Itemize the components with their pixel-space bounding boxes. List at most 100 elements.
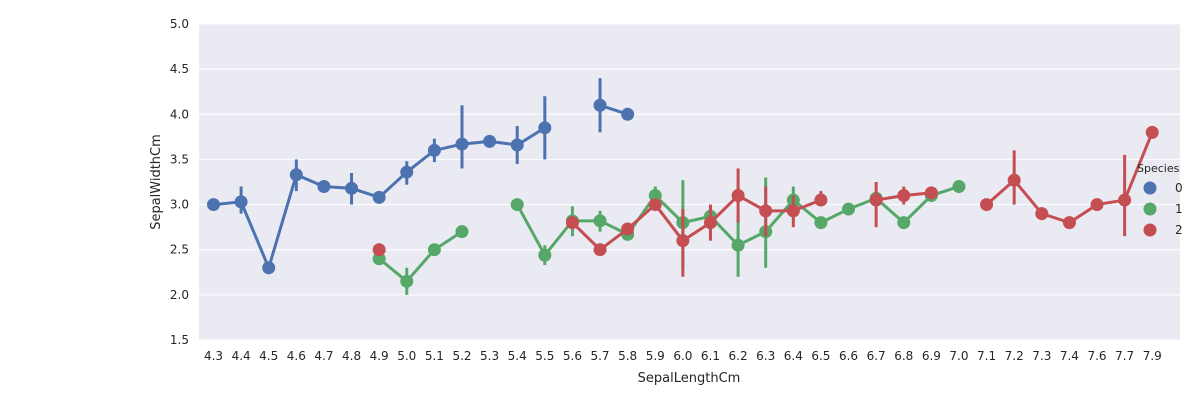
x-tick-label: 6.5	[811, 349, 830, 363]
data-point	[676, 234, 690, 248]
y-tick-label: 1.5	[170, 333, 189, 347]
grid-lines	[199, 23, 1180, 341]
x-tick-label: 6.0	[673, 349, 692, 363]
data-point	[842, 202, 856, 216]
legend-marker-2	[1143, 223, 1157, 237]
data-point	[427, 243, 441, 257]
y-tick-label: 5.0	[170, 17, 189, 31]
y-tick-label: 4.5	[170, 62, 189, 76]
x-tick-label: 4.9	[370, 349, 389, 363]
data-point	[483, 134, 497, 148]
data-point	[869, 193, 883, 207]
x-tick-label: 6.7	[867, 349, 886, 363]
series-0	[207, 78, 635, 275]
data-point	[510, 138, 524, 152]
data-point	[372, 252, 386, 266]
data-point	[1118, 193, 1132, 207]
data-point	[262, 261, 276, 275]
data-point	[207, 198, 220, 212]
data-point	[648, 189, 662, 203]
x-tick-label: 5.6	[563, 349, 582, 363]
data-point	[538, 248, 552, 262]
x-tick-label: 5.9	[646, 349, 665, 363]
legend-label-2: 2	[1175, 223, 1183, 237]
data-point	[731, 189, 745, 203]
data-point	[814, 193, 828, 207]
data-point	[317, 180, 331, 194]
data-point	[400, 274, 414, 288]
data-point	[400, 165, 414, 179]
data-point	[593, 243, 607, 257]
x-tick-label: 6.3	[756, 349, 775, 363]
y-tick-label: 3.5	[170, 152, 189, 166]
data-point	[952, 180, 966, 194]
x-tick-label: 4.8	[342, 349, 361, 363]
data-point	[455, 137, 469, 151]
data-point	[980, 198, 994, 212]
legend-label-1: 1	[1175, 202, 1183, 216]
data-point	[621, 107, 635, 121]
data-point	[1145, 125, 1159, 139]
data-point	[427, 143, 441, 157]
series-group	[207, 78, 1159, 295]
legend: Species 0 1 2	[1137, 162, 1183, 237]
x-tick-label: 5.1	[425, 349, 444, 363]
data-point	[1035, 207, 1049, 221]
x-tick-label: 7.6	[1087, 349, 1106, 363]
y-tick-labels: 1.5 2.0 2.5 3.0 3.5 4.0 4.5 5.0	[170, 17, 189, 347]
x-tick-label: 6.1	[701, 349, 720, 363]
x-tick-label: 7.3	[1032, 349, 1051, 363]
data-point	[289, 168, 303, 182]
legend-marker-0	[1143, 181, 1157, 195]
x-tick-label: 5.4	[508, 349, 527, 363]
plot-background	[199, 24, 1180, 340]
data-point	[510, 198, 524, 212]
data-point	[372, 190, 386, 204]
legend-label-0: 0	[1175, 181, 1183, 195]
x-tick-label: 7.9	[1143, 349, 1162, 363]
data-point	[593, 98, 607, 112]
series-line-segment	[653, 203, 685, 243]
x-tick-label: 6.4	[784, 349, 803, 363]
y-tick-label: 3.0	[170, 198, 189, 212]
data-point	[897, 216, 911, 230]
series-line-segment	[764, 198, 795, 234]
x-tick-label: 4.6	[287, 349, 306, 363]
x-tick-label: 7.0	[949, 349, 968, 363]
x-tick-label: 5.0	[397, 349, 416, 363]
data-point	[1062, 216, 1076, 230]
x-tick-label: 5.8	[618, 349, 637, 363]
y-tick-label: 2.5	[170, 243, 189, 257]
series-line-segment	[515, 203, 547, 257]
data-point	[455, 225, 469, 239]
data-point	[621, 222, 635, 236]
data-point	[786, 204, 800, 218]
y-tick-label: 4.0	[170, 107, 189, 121]
x-tick-label: 7.2	[1005, 349, 1024, 363]
data-point	[538, 121, 552, 135]
x-tick-labels: 4.3 4.4 4.5 4.6 4.7 4.8 4.9 5.0 5.1 5.2 5.3 5.4 5.5 5…	[204, 349, 1162, 363]
data-point	[897, 189, 911, 203]
x-axis-label: SepalLengthCm	[638, 371, 741, 386]
x-tick-label: 5.5	[535, 349, 554, 363]
x-tick-label: 6.8	[894, 349, 913, 363]
series-line-segment	[405, 248, 436, 283]
series-line-segment	[239, 200, 271, 270]
x-tick-label: 4.3	[204, 349, 223, 363]
x-tick-label: 6.6	[839, 349, 858, 363]
data-point	[593, 214, 607, 228]
x-tick-label: 7.1	[977, 349, 996, 363]
x-tick-label: 4.7	[314, 349, 333, 363]
y-tick-label: 2.0	[170, 288, 189, 302]
data-point	[703, 216, 717, 230]
legend-title: Species	[1137, 162, 1180, 175]
x-tick-label: 4.4	[232, 349, 251, 363]
series-line-segment	[1012, 178, 1044, 216]
data-point	[731, 238, 745, 252]
x-tick-label: 5.3	[480, 349, 499, 363]
x-tick-label: 6.9	[922, 349, 941, 363]
data-point	[372, 243, 386, 257]
series-line-segment	[267, 173, 298, 270]
x-tick-label: 5.7	[590, 349, 609, 363]
